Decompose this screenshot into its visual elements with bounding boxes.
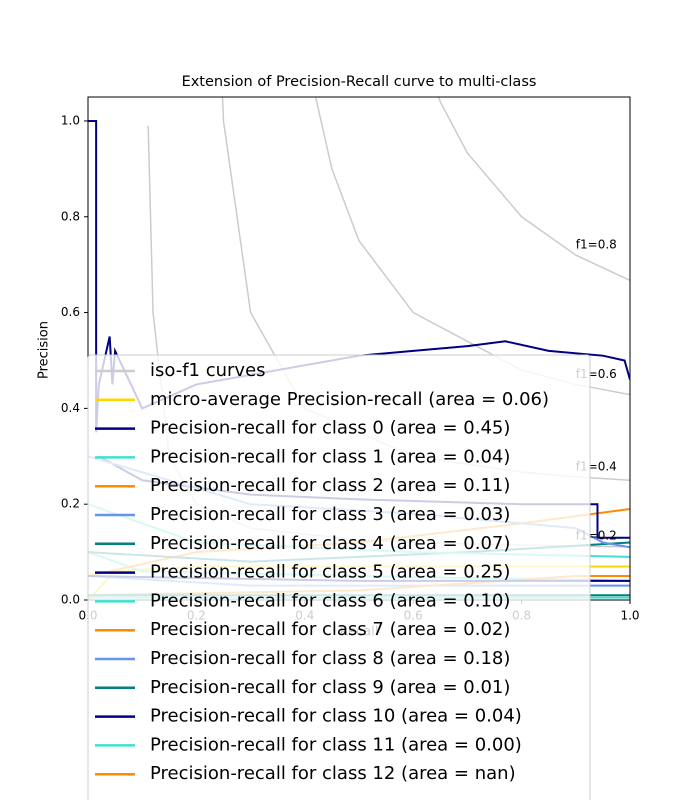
chart-title: Extension of Precision-Recall curve to m… <box>182 74 537 90</box>
legend-label: Precision-recall for class 11 (area = 0.… <box>150 734 522 755</box>
iso-f1-curve <box>437 97 630 282</box>
y-tick-label: 0.6 <box>61 305 80 319</box>
legend-label: micro-average Precision-recall (area = 0… <box>150 389 549 410</box>
legend-label: Precision-recall for class 0 (area = 0.4… <box>150 418 510 439</box>
legend-label: Precision-recall for class 4 (area = 0.0… <box>150 533 510 554</box>
y-axis-label: Precision <box>37 321 52 379</box>
y-tick-label: 0.2 <box>61 497 80 511</box>
legend-label: Precision-recall for class 8 (area = 0.1… <box>150 648 510 669</box>
legend-label: iso-f1 curves <box>150 360 266 381</box>
legend-box <box>87 354 591 800</box>
legend: iso-f1 curves micro-average Precision-rec… <box>87 354 591 800</box>
legend-label: Precision-recall for class 6 (area = 0.1… <box>150 590 510 611</box>
legend-label: Precision-recall for class 12 (area = na… <box>150 763 516 784</box>
legend-label: Precision-recall for class 10 (area = 0.… <box>150 706 522 727</box>
legend-label: Precision-recall for class 3 (area = 0.0… <box>150 504 510 525</box>
legend-label: Precision-recall for class 1 (area = 0.0… <box>150 446 510 467</box>
y-tick-label: 0.4 <box>61 401 80 415</box>
iso-f1-label: f1=0.8 <box>576 238 617 252</box>
legend-label: Precision-recall for class 9 (area = 0.0… <box>150 677 510 698</box>
y-tick-label: 0.8 <box>61 209 80 223</box>
legend-label: Precision-recall for class 7 (area = 0.0… <box>150 619 510 640</box>
x-tick-label: 1.0 <box>620 609 639 623</box>
legend-label: Precision-recall for class 2 (area = 0.1… <box>150 475 510 496</box>
legend-label: Precision-recall for class 5 (area = 0.2… <box>150 562 510 583</box>
y-tick-label: 0.0 <box>61 593 80 607</box>
y-tick-label: 1.0 <box>61 113 80 127</box>
